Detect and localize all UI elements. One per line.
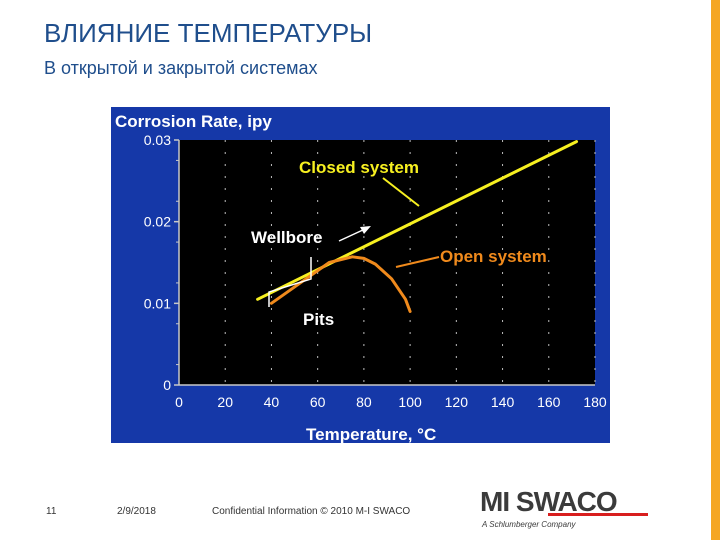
- logo-wordmark: MI SWACO: [480, 486, 618, 518]
- y-tick-label: 0.02: [144, 214, 171, 230]
- annotation-closed-system: Closed system: [299, 158, 419, 177]
- pits-bracket-line: [268, 257, 312, 307]
- x-tick-label: 100: [398, 394, 422, 410]
- x-axis-label: Temperature, °C: [306, 425, 436, 443]
- logo-tagline: A Schlumberger Company: [482, 520, 576, 529]
- slide-subtitle: В открытой и закрытой системах: [44, 58, 318, 78]
- chart-panel: 0 0.01 0.02 0.03 0 20 40 60 80 100 120 140 160 180 Co…: [111, 107, 610, 443]
- open-system-leader: [395, 256, 440, 268]
- logo-swaco: SWACO: [515, 486, 618, 517]
- x-tick-label: 180: [583, 394, 607, 410]
- x-tick-label: 120: [445, 394, 469, 410]
- logo-swoosh: [548, 513, 648, 516]
- logo-mi: MI: [480, 486, 510, 517]
- x-tick-label: 20: [217, 394, 233, 410]
- footer-date: 2/9/2018: [117, 506, 156, 517]
- wellbore-arrow-line: [338, 228, 366, 242]
- corrosion-chart: 0 0.01 0.02 0.03 0 20 40 60 80 100 120 140 160 180 Co…: [115, 112, 607, 443]
- grid-lines: [224, 140, 596, 385]
- annotation-open-system: Open system: [440, 247, 547, 266]
- annotation-wellbore: Wellbore: [251, 228, 322, 247]
- closed-system-leader: [382, 177, 420, 207]
- x-tick-label: 80: [356, 394, 372, 410]
- axes: 0 0.01 0.02 0.03 0 20 40 60 80 100 120 140 160 180: [144, 132, 607, 410]
- y-tick-label: 0.03: [144, 132, 171, 148]
- x-tick-label: 140: [491, 394, 515, 410]
- accent-bar: [711, 0, 720, 540]
- x-tick-label: 60: [310, 394, 326, 410]
- slide-title: ВЛИЯНИЕ ТЕМПЕРАТУРЫ: [44, 18, 373, 48]
- x-tick-label: 160: [537, 394, 561, 410]
- x-tick-label: 0: [175, 394, 183, 410]
- footer-confidential: Confidential Information © 2010 M-I SWAC…: [212, 506, 411, 517]
- y-tick-label: 0.01: [144, 295, 171, 311]
- wellbore-arrow-head: [360, 226, 371, 234]
- mi-swaco-logo: MI SWACO A Schlumberger Company: [480, 486, 660, 531]
- y-tick-label: 0: [163, 377, 171, 393]
- annotation-leaders: [268, 177, 440, 307]
- annotation-pits: Pits: [303, 310, 334, 329]
- page-number: 11: [46, 506, 57, 517]
- open-system-line: [269, 255, 412, 313]
- x-tick-label: 40: [264, 394, 280, 410]
- chart-title: Corrosion Rate, ipy: [115, 112, 272, 131]
